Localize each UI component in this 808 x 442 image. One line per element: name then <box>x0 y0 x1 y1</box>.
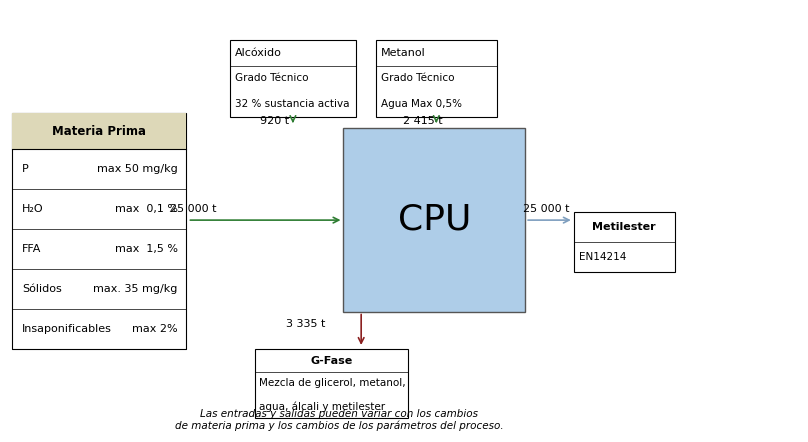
Text: max. 35 mg/kg: max. 35 mg/kg <box>94 284 178 294</box>
Text: 32 % sustancia activa: 32 % sustancia activa <box>235 99 350 109</box>
Text: Mezcla de glicerol, metanol,: Mezcla de glicerol, metanol, <box>259 378 406 389</box>
Text: Materia Prima: Materia Prima <box>52 125 146 137</box>
Text: Grado Técnico: Grado Técnico <box>235 73 309 84</box>
Text: Insaponificables: Insaponificables <box>22 324 112 334</box>
Bar <box>376 40 497 117</box>
Text: max 2%: max 2% <box>133 324 178 334</box>
Text: Las entradas y salidas pueden variar con los cambios
de materia prima y los camb: Las entradas y salidas pueden variar con… <box>175 409 503 431</box>
Text: Grado Técnico: Grado Técnico <box>381 73 454 84</box>
Text: FFA: FFA <box>22 244 41 254</box>
Text: 25 000 t: 25 000 t <box>170 204 217 214</box>
Bar <box>230 40 356 117</box>
Bar <box>343 128 525 312</box>
Text: EN14214: EN14214 <box>579 252 626 262</box>
Bar <box>574 212 675 272</box>
Text: CPU: CPU <box>398 203 471 237</box>
Text: 920 t: 920 t <box>260 116 289 126</box>
Text: G-Fase: G-Fase <box>310 356 352 366</box>
Text: max  0,1 %: max 0,1 % <box>115 204 178 214</box>
Text: Agua Max 0,5%: Agua Max 0,5% <box>381 99 461 109</box>
Bar <box>255 349 408 418</box>
Text: Metanol: Metanol <box>381 48 425 57</box>
Text: Sólidos: Sólidos <box>22 284 61 294</box>
Text: 2 415 t: 2 415 t <box>403 116 443 126</box>
Text: 3 335 t: 3 335 t <box>286 319 326 328</box>
Text: max  1,5 %: max 1,5 % <box>115 244 178 254</box>
Text: Metilester: Metilester <box>592 222 656 232</box>
Text: H₂O: H₂O <box>22 204 44 214</box>
Text: P: P <box>22 164 28 174</box>
Text: Alcóxido: Alcóxido <box>235 48 282 57</box>
Bar <box>12 113 186 149</box>
Text: max 50 mg/kg: max 50 mg/kg <box>97 164 178 174</box>
Text: agua, álcali y metilester: agua, álcali y metilester <box>259 401 385 412</box>
Text: 25 000 t: 25 000 t <box>523 204 570 214</box>
Bar <box>12 113 186 349</box>
